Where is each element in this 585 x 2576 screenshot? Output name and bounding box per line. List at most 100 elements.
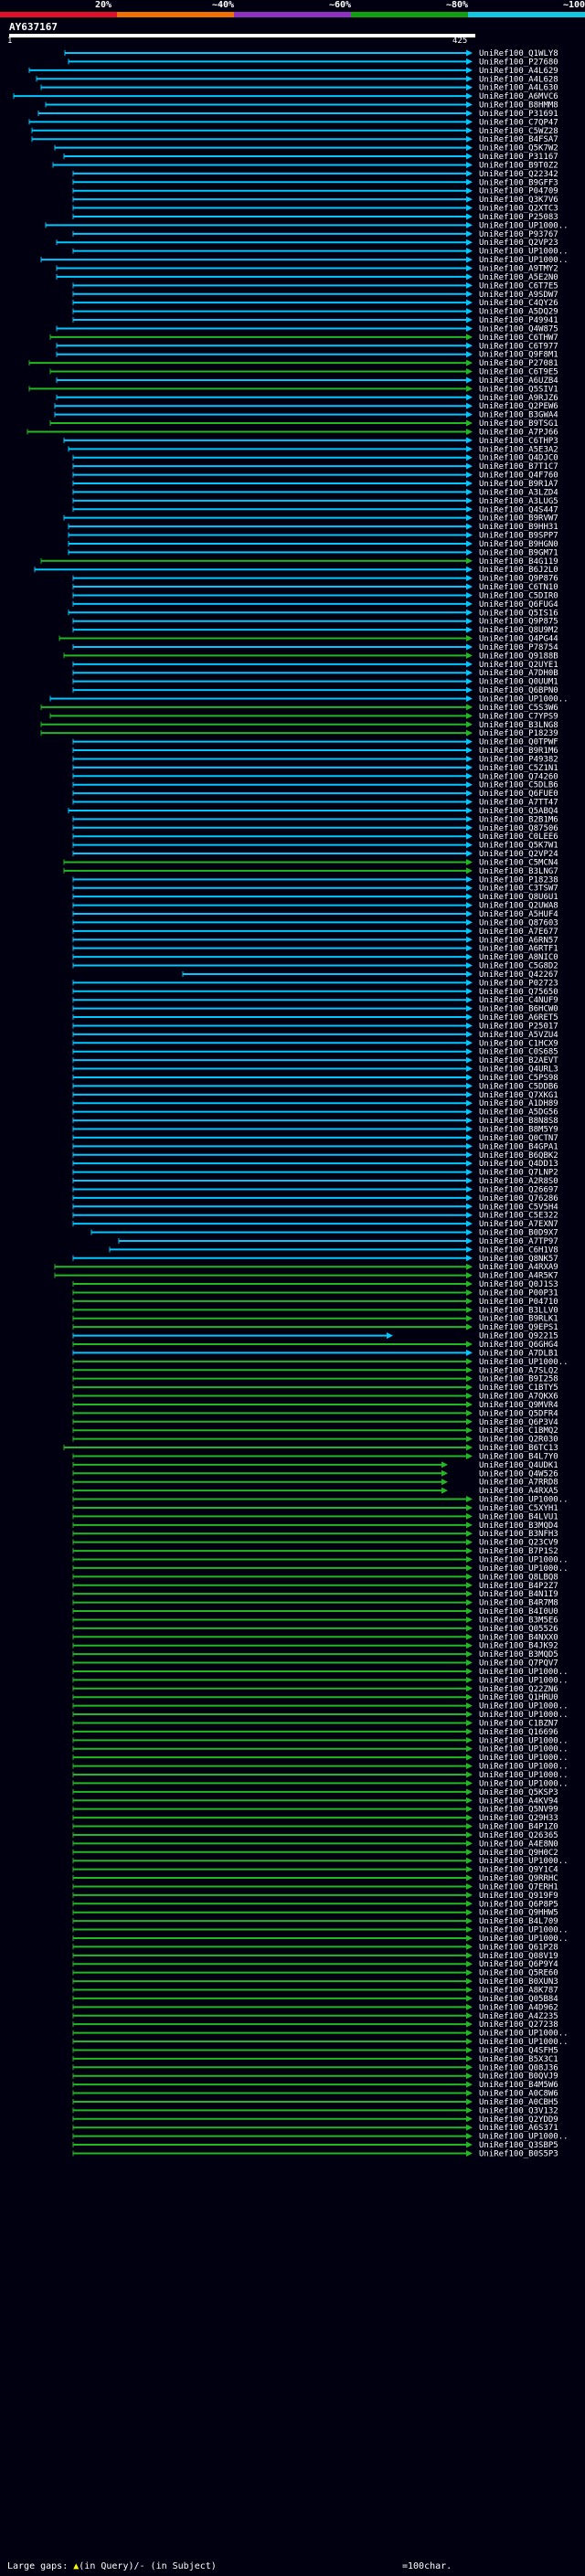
hit-label[interactable]: UniRef100_UP1000.. — [479, 1935, 569, 1944]
hit-label[interactable]: UniRef100_UP1000.. — [479, 1668, 569, 1677]
hit-label[interactable]: UniRef100_B3LLV0 — [479, 1306, 558, 1315]
hit-label[interactable]: UniRef100_B9GM71 — [479, 548, 558, 557]
hit-label[interactable]: UniRef100_A7TT47 — [479, 799, 558, 808]
hit-label[interactable]: UniRef100_Q5DFR4 — [479, 1409, 558, 1418]
hit-label[interactable]: UniRef100_UP1000.. — [479, 1711, 569, 1720]
hit-label[interactable]: UniRef100_C6T977 — [479, 342, 558, 351]
hit-label[interactable]: UniRef100_P27081 — [479, 359, 558, 368]
hit-label[interactable]: UniRef100_A7SLQ2 — [479, 1366, 558, 1375]
hit-label[interactable]: UniRef100_B0XUN3 — [479, 1977, 558, 1987]
hit-label[interactable]: UniRef100_B9T0Z2 — [479, 161, 558, 170]
hit-label[interactable]: UniRef100_B9HH31 — [479, 523, 558, 532]
hit-label[interactable]: UniRef100_Q4W875 — [479, 324, 558, 334]
hit-label[interactable]: UniRef100_B0S5P3 — [479, 2149, 558, 2158]
hit-label[interactable]: UniRef100_Q4URL3 — [479, 1065, 558, 1075]
hit-label[interactable]: UniRef100_Q05526 — [479, 1625, 558, 1634]
hit-label[interactable]: UniRef100_B8M5Y9 — [479, 1126, 558, 1135]
hit-label[interactable]: UniRef100_C5E322 — [479, 1212, 558, 1221]
hit-label[interactable]: UniRef100_Q5ABQ4 — [479, 807, 558, 816]
hit-label[interactable]: UniRef100_B4M5W6 — [479, 2081, 558, 2090]
hit-label[interactable]: UniRef100_UP1000.. — [479, 2030, 569, 2039]
hit-label[interactable]: UniRef100_B3M5E6 — [479, 1616, 558, 1625]
hit-label[interactable]: UniRef100_UP1000.. — [479, 1926, 569, 1935]
hit-label[interactable]: UniRef100_A5VZU4 — [479, 1031, 558, 1040]
hit-label[interactable]: UniRef100_A5DQ29 — [479, 308, 558, 317]
hit-label[interactable]: UniRef100_A7DH0B — [479, 669, 558, 678]
hit-label[interactable]: UniRef100_A4L628 — [479, 75, 558, 84]
hit-label[interactable]: UniRef100_A5E3A2 — [479, 445, 558, 454]
hit-label[interactable]: UniRef100_Q5SIV1 — [479, 385, 558, 394]
hit-label[interactable]: UniRef100_A4E8N0 — [479, 1839, 558, 1849]
hit-label[interactable]: UniRef100_B6QBK2 — [479, 1151, 558, 1161]
hit-label[interactable]: UniRef100_C4NUF9 — [479, 996, 558, 1005]
hit-label[interactable]: UniRef100_C1BTY5 — [479, 1383, 558, 1393]
hit-label[interactable]: UniRef100_A6RTF1 — [479, 945, 558, 954]
hit-label[interactable]: UniRef100_B6TC13 — [479, 1444, 558, 1453]
hit-label[interactable]: UniRef100_B5X3C1 — [479, 2055, 558, 2064]
hit-label[interactable]: UniRef100_A6S371 — [479, 2124, 558, 2133]
hit-label[interactable]: UniRef100_Q4W526 — [479, 1469, 558, 1479]
hit-label[interactable]: UniRef100_C0LEE6 — [479, 832, 558, 842]
hit-label[interactable]: UniRef100_C5S3W6 — [479, 704, 558, 713]
hit-label[interactable]: UniRef100_Q0UUM1 — [479, 678, 558, 687]
hit-label[interactable]: UniRef100_Q6P9Y4 — [479, 1960, 558, 1969]
hit-label[interactable]: UniRef100_UP1000.. — [479, 2133, 569, 2142]
hit-label[interactable]: UniRef100_B9R1A7 — [479, 480, 558, 489]
hit-label[interactable]: UniRef100_Q08V19 — [479, 1952, 558, 1961]
hit-label[interactable]: UniRef100_C6T9E5 — [479, 368, 558, 377]
hit-label[interactable]: UniRef100_Q23CV9 — [479, 1539, 558, 1548]
hit-label[interactable]: UniRef100_Q26365 — [479, 1831, 558, 1840]
hit-label[interactable]: UniRef100_B4I0U0 — [479, 1607, 558, 1617]
hit-label[interactable]: UniRef100_A1DH89 — [479, 1099, 558, 1108]
hit-label[interactable]: UniRef100_Q4F760 — [479, 472, 558, 481]
hit-label[interactable]: UniRef100_A6UZB4 — [479, 376, 558, 386]
hit-label[interactable]: UniRef100_B9I258 — [479, 1375, 558, 1384]
hit-label[interactable]: UniRef100_UP1000.. — [479, 1745, 569, 1754]
hit-label[interactable]: UniRef100_A7TP97 — [479, 1237, 558, 1246]
hit-label[interactable]: UniRef100_Q3K7V6 — [479, 196, 558, 205]
hit-label[interactable]: UniRef100_Q4SFH5 — [479, 2046, 558, 2055]
hit-label[interactable]: UniRef100_A8K787 — [479, 1987, 558, 1996]
hit-label[interactable]: UniRef100_Q6P3V4 — [479, 1418, 558, 1427]
hit-label[interactable]: UniRef100_Q22ZN6 — [479, 1685, 558, 1694]
hit-label[interactable]: UniRef100_UP1000.. — [479, 1736, 569, 1745]
hit-label[interactable]: UniRef100_A5DG56 — [479, 1108, 558, 1118]
hit-label[interactable]: UniRef100_Q08J36 — [479, 2063, 558, 2072]
hit-label[interactable]: UniRef100_Q76286 — [479, 1194, 558, 1203]
hit-label[interactable]: UniRef100_C6TN10 — [479, 583, 558, 592]
hit-label[interactable]: UniRef100_UP1000.. — [479, 1857, 569, 1866]
hit-label[interactable]: UniRef100_Q05B84 — [479, 1995, 558, 2004]
hit-label[interactable]: UniRef100_UP1000.. — [479, 1358, 569, 1367]
hit-label[interactable]: UniRef100_Q4UDK1 — [479, 1461, 558, 1470]
hit-label[interactable]: UniRef100_Q2PEW6 — [479, 402, 558, 411]
hit-label[interactable]: UniRef100_A8NIC0 — [479, 953, 558, 962]
hit-label[interactable]: UniRef100_A6RET5 — [479, 1013, 558, 1023]
hit-label[interactable]: UniRef100_B2B1M6 — [479, 815, 558, 824]
hit-label[interactable]: UniRef100_C7QP47 — [479, 118, 558, 127]
hit-label[interactable]: UniRef100_Q7ERH1 — [479, 1882, 558, 1892]
hit-label[interactable]: UniRef100_C1BMQ2 — [479, 1426, 558, 1436]
hit-label[interactable]: UniRef100_Q2UWA8 — [479, 902, 558, 911]
hit-label[interactable]: UniRef100_UP1000.. — [479, 248, 569, 257]
hit-label[interactable]: UniRef100_Q8LBQ8 — [479, 1573, 558, 1582]
hit-label[interactable]: UniRef100_Q9F8M1 — [479, 351, 558, 360]
hit-label[interactable]: UniRef100_A2R8S0 — [479, 1177, 558, 1186]
hit-label[interactable]: UniRef100_A9RJZ6 — [479, 394, 558, 403]
hit-label[interactable]: UniRef100_Q0J1S3 — [479, 1280, 558, 1289]
hit-label[interactable]: UniRef100_C5DIR0 — [479, 591, 558, 600]
hit-label[interactable]: UniRef100_P78754 — [479, 643, 558, 652]
hit-label[interactable]: UniRef100_UP1000.. — [479, 256, 569, 265]
hit-label[interactable]: UniRef100_Q7LNP2 — [479, 1169, 558, 1178]
hit-label[interactable]: UniRef100_UP1000.. — [479, 1779, 569, 1788]
hit-label[interactable]: UniRef100_C5WZ28 — [479, 127, 558, 136]
hit-label[interactable]: UniRef100_Q6BPN0 — [479, 686, 558, 695]
hit-label[interactable]: UniRef100_Q61P28 — [479, 1943, 558, 1952]
hit-label[interactable]: UniRef100_C5Z1N1 — [479, 764, 558, 773]
hit-label[interactable]: UniRef100_Q9Y1C4 — [479, 1866, 558, 1875]
hit-label[interactable]: UniRef100_B4R7M8 — [479, 1599, 558, 1608]
hit-label[interactable]: UniRef100_P31167 — [479, 153, 558, 162]
hit-label[interactable]: UniRef100_A4RXA9 — [479, 1263, 558, 1272]
hit-label[interactable]: UniRef100_UP1000.. — [479, 1676, 569, 1685]
hit-label[interactable]: UniRef100_Q2UYE1 — [479, 661, 558, 670]
hit-label[interactable]: UniRef100_Q7XKG1 — [479, 1091, 558, 1100]
